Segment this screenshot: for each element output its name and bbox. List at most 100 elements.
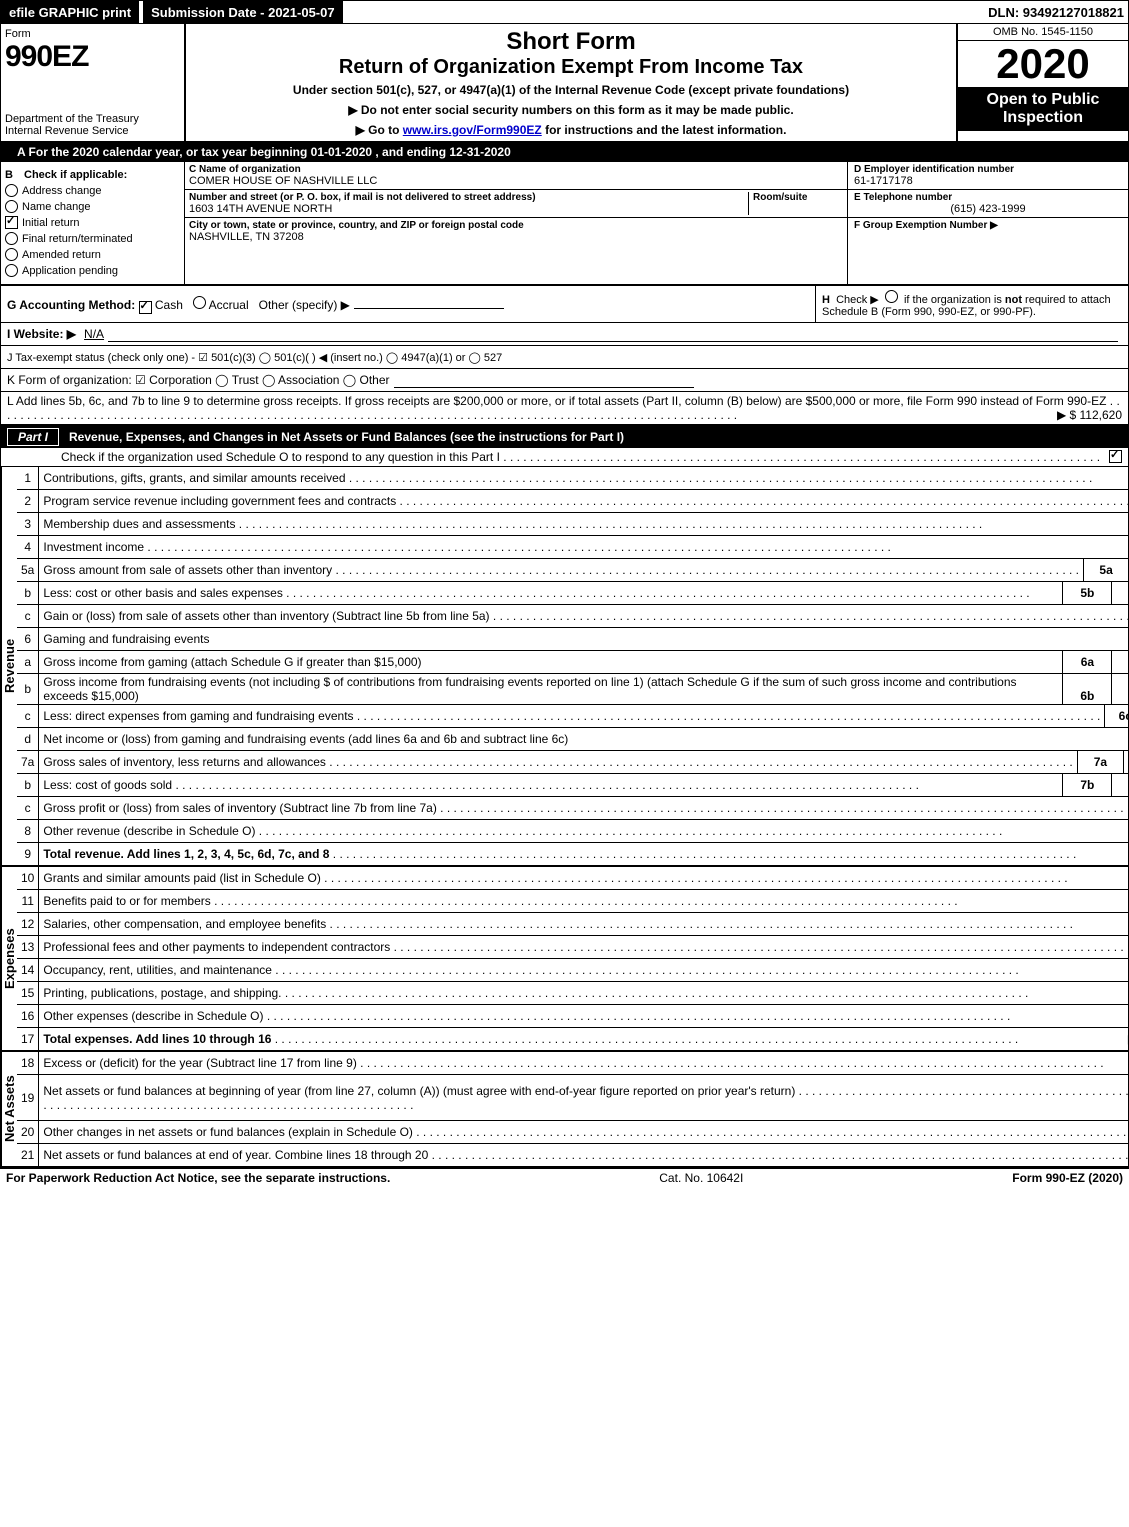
line-3-num: 3 (17, 513, 39, 536)
omb-number: OMB No. 1545-1150 (958, 24, 1128, 41)
revenue-table: 1Contributions, gifts, grants, and simil… (17, 467, 1129, 865)
tax-year-big: 2020 (958, 41, 1128, 87)
checkbox-application-pending[interactable] (5, 264, 18, 277)
line-7b-num: b (17, 774, 39, 797)
line-11-num: 11 (17, 890, 39, 913)
line-k: K Form of organization: ☑ Corporation ◯ … (1, 369, 1128, 392)
dln-label: DLN: 93492127018821 (988, 5, 1128, 20)
line-8-desc: Other revenue (describe in Schedule O) (39, 820, 1129, 843)
room-suite-label: Room/suite (753, 192, 843, 203)
checkbox-final-return[interactable] (5, 232, 18, 245)
box-b-item-0: Address change (22, 185, 102, 197)
line-19-num: 19 (17, 1075, 39, 1121)
accrual-label: Accrual (209, 298, 249, 312)
line-7a-num: 7a (17, 751, 39, 774)
expenses-vertical-label: Expenses (1, 867, 17, 1050)
goto-suffix: for instructions and the latest informat… (542, 123, 787, 137)
checkbox-schedule-o-used[interactable] (1109, 450, 1122, 463)
street-label: Number and street (or P. O. box, if mail… (189, 192, 748, 203)
net-assets-vertical-label: Net Assets (1, 1052, 17, 1166)
line-9-desc: Total revenue. Add lines 1, 2, 3, 4, 5c,… (43, 847, 329, 861)
expenses-section: Expenses 10Grants and similar amounts pa… (1, 867, 1128, 1052)
line-a-tax-year: A For the 2020 calendar year, or tax yea… (1, 143, 1128, 162)
line-17-num: 17 (17, 1028, 39, 1051)
efile-print-button[interactable]: efile GRAPHIC print (1, 1, 139, 23)
line-6b-desc: Gross income from fundraising events (no… (39, 674, 1063, 704)
line-7a-sub: 7a (1077, 751, 1123, 773)
part-i-check-line: Check if the organization used Schedule … (1, 448, 1128, 467)
revenue-vertical-label: Revenue (1, 467, 17, 865)
line-7b-sub: 7b (1063, 774, 1112, 796)
box-b-item-3: Final return/terminated (22, 233, 133, 245)
other-specify-label: Other (specify) ▶ (259, 298, 350, 312)
line-l: L Add lines 5b, 6c, and 7b to line 9 to … (1, 392, 1128, 426)
line-6c-sub: 6c (1105, 705, 1129, 727)
form-label: Form (5, 28, 180, 40)
line-l-text: L Add lines 5b, 6c, and 7b to line 9 to … (7, 394, 1106, 408)
line-17-desc-cell: Total expenses. Add lines 10 through 16▶ (39, 1028, 1129, 1051)
line-1-num: 1 (17, 467, 39, 490)
line-2-desc: Program service revenue including govern… (39, 490, 1129, 513)
line-6d-desc: Net income or (loss) from gaming and fun… (39, 728, 1129, 751)
line-6a-num: a (17, 651, 39, 674)
phone-label: E Telephone number (854, 192, 1122, 203)
line-15-num: 15 (17, 982, 39, 1005)
checkbox-initial-return[interactable] (5, 216, 18, 229)
line-16-num: 16 (17, 1005, 39, 1028)
line-11-desc: Benefits paid to or for members (39, 890, 1129, 913)
checkbox-address-change[interactable] (5, 184, 18, 197)
line-15-desc: Printing, publications, postage, and shi… (39, 982, 1129, 1005)
box-b-item-5: Application pending (22, 265, 118, 277)
line-j: J Tax-exempt status (check only one) - ☑… (1, 346, 1128, 369)
net-assets-section: Net Assets 18Excess or (deficit) for the… (1, 1052, 1128, 1168)
top-bar-left: efile GRAPHIC print Submission Date - 20… (1, 1, 343, 23)
line-19-desc-cell: Net assets or fund balances at beginning… (39, 1075, 1129, 1121)
line-h: H Check ▶ if the organization is not req… (815, 286, 1128, 322)
line-7b-desc: Less: cost of goods sold (39, 774, 1063, 796)
line-i: I Website: ▶ N/A (1, 323, 1128, 346)
line-9-num: 9 (17, 843, 39, 866)
line-5b-desc: Less: cost or other basis and sales expe… (39, 582, 1063, 604)
checkbox-accrual[interactable] (193, 296, 206, 309)
no-ssn-text: ▶ Do not enter social security numbers o… (190, 103, 952, 117)
checkbox-schedule-b-not-required[interactable] (885, 290, 898, 303)
line-5a-desc: Gross amount from sale of assets other t… (39, 559, 1083, 581)
form-header: Form 990EZ Department of the Treasury In… (1, 24, 1128, 143)
line-12-desc: Salaries, other compensation, and employ… (39, 913, 1129, 936)
department-label: Department of the Treasury Internal Reve… (5, 113, 180, 137)
submission-date-button[interactable]: Submission Date - 2021-05-07 (143, 1, 343, 23)
form-990ez-page: efile GRAPHIC print Submission Date - 20… (0, 0, 1129, 1169)
line-k-text: K Form of organization: ☑ Corporation ◯ … (7, 373, 390, 387)
paperwork-notice: For Paperwork Reduction Act Notice, see … (6, 1171, 390, 1185)
line-18-desc: Excess or (deficit) for the year (Subtra… (39, 1052, 1129, 1075)
info-grid: B Check if applicable: Address change Na… (1, 162, 1128, 286)
checkbox-cash[interactable] (139, 301, 152, 314)
group-exemption-label: F Group Exemption Number ▶ (854, 220, 1122, 231)
line-16-desc: Other expenses (describe in Schedule O) (39, 1005, 1129, 1028)
street-value: 1603 14TH AVENUE NORTH (189, 203, 748, 215)
line-7a-subamt (1124, 751, 1129, 773)
line-5b-sub: 5b (1063, 582, 1112, 604)
line-l-amount: ▶ $ 112,620 (1057, 408, 1122, 422)
form-number: 990EZ (5, 40, 180, 74)
part-i-header: Part I Revenue, Expenses, and Changes in… (1, 426, 1128, 448)
part-i-check-text: Check if the organization used Schedule … (61, 450, 1103, 464)
line-7c-desc: Gross profit or (loss) from sales of inv… (39, 797, 1129, 820)
line-6a-sub: 6a (1063, 651, 1112, 673)
line-g: G Accounting Method: Cash Accrual Other … (1, 286, 815, 322)
line-13-desc: Professional fees and other payments to … (39, 936, 1129, 959)
box-def: D Employer identification number 61-1717… (848, 162, 1128, 284)
line-20-num: 20 (17, 1121, 39, 1144)
goto-link[interactable]: www.irs.gov/Form990EZ (403, 123, 542, 137)
line-5a-num: 5a (17, 559, 39, 582)
line-8-num: 8 (17, 820, 39, 843)
box-b-item-1: Name change (22, 201, 91, 213)
checkbox-name-change[interactable] (5, 200, 18, 213)
city-value: NASHVILLE, TN 37208 (189, 231, 843, 243)
box-b-item-4: Amended return (22, 249, 101, 261)
header-left-block: Form 990EZ Department of the Treasury In… (1, 24, 186, 141)
line-14-num: 14 (17, 959, 39, 982)
checkbox-amended-return[interactable] (5, 248, 18, 261)
line-12-num: 12 (17, 913, 39, 936)
line-21-desc: Net assets or fund balances at end of ye… (39, 1144, 1129, 1167)
